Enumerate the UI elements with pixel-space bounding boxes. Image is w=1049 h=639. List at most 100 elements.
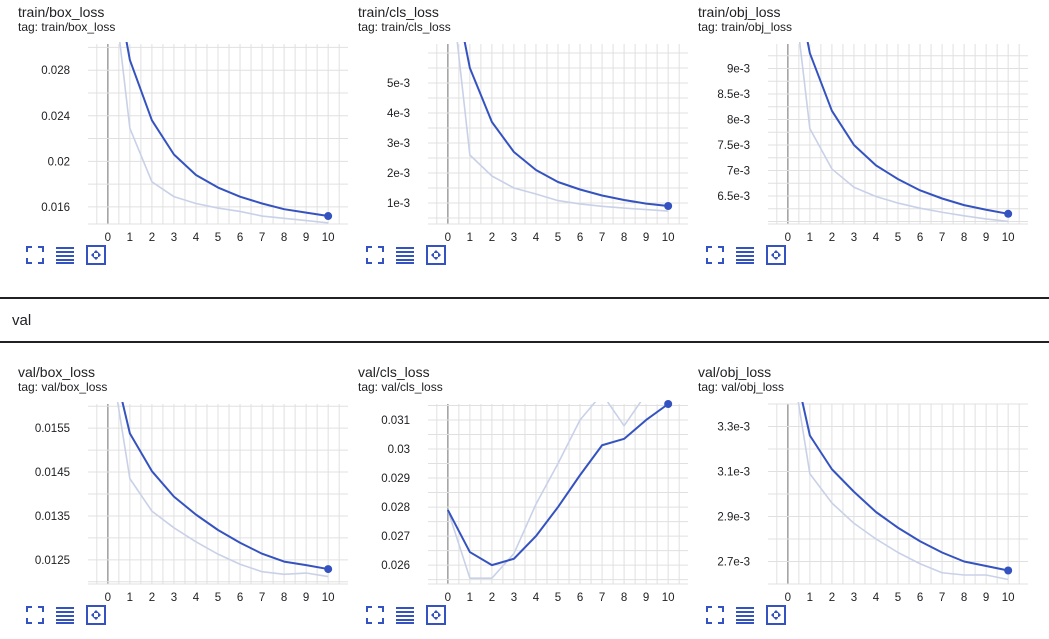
fit-domain-icon[interactable] bbox=[765, 604, 787, 626]
scalar-card: train/box_loss tag: train/box_loss 0.016 0.… bbox=[0, 0, 348, 278]
last-point-marker[interactable] bbox=[324, 212, 333, 221]
chart-title: val/obj_loss bbox=[698, 364, 772, 380]
expand-icon[interactable] bbox=[704, 604, 726, 626]
raw-series-line[interactable] bbox=[788, 360, 1009, 581]
y-tick-label: 0.024 bbox=[41, 111, 70, 123]
x-tick-label: 2 bbox=[149, 592, 155, 604]
x-tick-label: 9 bbox=[983, 232, 989, 244]
y-tick-label: 0.031 bbox=[381, 415, 410, 427]
log-scale-icon[interactable] bbox=[54, 604, 76, 626]
x-tick-label: 10 bbox=[1002, 232, 1015, 244]
y-tick-label: 0.0155 bbox=[35, 423, 70, 435]
card-toolbar bbox=[364, 244, 464, 268]
expand-icon[interactable] bbox=[364, 604, 386, 626]
raw-series-line[interactable] bbox=[447, 365, 668, 579]
raw-series-line[interactable] bbox=[108, 0, 329, 224]
last-point-marker[interactable] bbox=[324, 565, 333, 574]
x-tick-label: 4 bbox=[873, 592, 880, 604]
x-tick-label: 6 bbox=[237, 232, 243, 244]
log-scale-icon[interactable] bbox=[734, 244, 756, 266]
x-tick-label: 8 bbox=[281, 232, 287, 244]
y-tick-label: 9e-3 bbox=[727, 63, 750, 75]
x-tick-label: 5 bbox=[555, 592, 561, 604]
x-tick-label: 2 bbox=[829, 592, 835, 604]
x-tick-label: 2 bbox=[149, 232, 155, 244]
smoothed-series-line[interactable] bbox=[108, 360, 329, 571]
y-tick-label: 3.1e-3 bbox=[717, 467, 750, 479]
smoothed-series-line[interactable] bbox=[108, 0, 329, 218]
x-tick-label: 8 bbox=[621, 592, 627, 604]
y-tick-label: 7e-3 bbox=[727, 165, 750, 177]
x-tick-label: 7 bbox=[939, 592, 945, 604]
x-tick-label: 3 bbox=[511, 232, 517, 244]
scalar-card: val/box_loss tag: val/box_loss 0.0125 0.013… bbox=[0, 360, 348, 638]
line-chart[interactable]: 0.016 0.02 0.024 0.028 0 1 2 3 4 5 6 7 8 9 10 bbox=[0, 0, 352, 244]
group-divider-bottom bbox=[0, 341, 1049, 343]
fit-domain-icon[interactable] bbox=[765, 244, 787, 266]
y-tick-label: 2.7e-3 bbox=[717, 557, 750, 569]
line-chart[interactable]: 2.7e-3 2.9e-3 3.1e-3 3.3e-3 0 1 2 3 4 5 6 7 8 9 10 bbox=[680, 360, 1032, 604]
last-point-marker[interactable] bbox=[1004, 209, 1013, 218]
log-scale-icon[interactable] bbox=[734, 604, 756, 626]
log-scale-icon[interactable] bbox=[394, 604, 416, 626]
x-tick-label: 0 bbox=[105, 232, 111, 244]
x-tick-label: 6 bbox=[917, 232, 923, 244]
last-point-marker[interactable] bbox=[664, 400, 673, 408]
chart-tag: tag: val/obj_loss bbox=[698, 380, 785, 394]
x-tick-label: 2 bbox=[489, 232, 495, 244]
line-chart[interactable]: 0.0125 0.0135 0.0145 0.0155 0 1 2 3 4 5 6 7 8 9 10 bbox=[0, 360, 352, 604]
x-tick-label: 6 bbox=[917, 592, 923, 604]
chart-tag: tag: train/box_loss bbox=[18, 20, 116, 34]
last-point-marker[interactable] bbox=[1004, 566, 1013, 575]
expand-icon[interactable] bbox=[364, 244, 386, 266]
x-tick-label: 0 bbox=[445, 592, 451, 604]
line-chart[interactable]: 6.5e-3 7e-3 7.5e-3 8e-3 8.5e-3 9e-3 0 1 2 3 4 5 6 7 8 9… bbox=[680, 0, 1032, 244]
x-tick-label: 1 bbox=[127, 592, 133, 604]
raw-series-line[interactable] bbox=[788, 0, 1009, 223]
line-chart[interactable]: 0.026 0.027 0.028 0.029 0.03 0.031 0 1 2 3 4 5 6 7 8 9 1… bbox=[340, 360, 692, 604]
y-tick-label: 0.02 bbox=[48, 156, 70, 168]
expand-icon[interactable] bbox=[704, 244, 726, 266]
y-tick-label: 2e-3 bbox=[387, 168, 410, 180]
card-toolbar bbox=[704, 604, 804, 628]
raw-series-line[interactable] bbox=[448, 0, 669, 212]
scalar-card: val/cls_loss tag: val/cls_loss 0.026 0.027 0… bbox=[340, 360, 688, 638]
x-tick-label: 8 bbox=[961, 592, 967, 604]
x-tick-label: 1 bbox=[807, 592, 813, 604]
log-scale-icon[interactable] bbox=[394, 244, 416, 266]
fit-domain-icon[interactable] bbox=[425, 244, 447, 266]
smoothed-series-line[interactable] bbox=[448, 0, 669, 207]
smoothed-series-line[interactable] bbox=[446, 403, 669, 567]
chart-title: val/box_loss bbox=[18, 364, 96, 380]
last-point-marker[interactable] bbox=[664, 202, 673, 210]
x-tick-label: 9 bbox=[983, 592, 989, 604]
y-tick-label: 0.016 bbox=[41, 202, 70, 214]
y-tick-label: 8.5e-3 bbox=[717, 89, 750, 101]
chart-tag: tag: train/cls_loss bbox=[358, 20, 451, 34]
y-tick-label: 0.028 bbox=[41, 65, 70, 77]
y-tick-label: 0.03 bbox=[388, 444, 410, 456]
fit-domain-icon[interactable] bbox=[85, 604, 107, 626]
fit-domain-icon[interactable] bbox=[425, 604, 447, 626]
expand-icon[interactable] bbox=[24, 604, 46, 626]
scalar-card: train/cls_loss tag: train/cls_loss 1e-3 2e-… bbox=[340, 0, 688, 278]
fit-domain-icon[interactable] bbox=[85, 244, 107, 266]
x-tick-label: 5 bbox=[215, 592, 221, 604]
expand-icon[interactable] bbox=[24, 244, 46, 266]
x-tick-label: 1 bbox=[807, 232, 813, 244]
x-tick-label: 4 bbox=[873, 232, 880, 244]
raw-series-line[interactable] bbox=[108, 360, 329, 578]
x-tick-label: 4 bbox=[533, 592, 540, 604]
x-tick-label: 1 bbox=[467, 232, 473, 244]
smoothed-series-line[interactable] bbox=[788, 0, 1009, 215]
y-tick-label: 7.5e-3 bbox=[717, 140, 750, 152]
x-tick-label: 8 bbox=[281, 592, 287, 604]
y-tick-label: 3.3e-3 bbox=[717, 422, 750, 434]
y-tick-label: 3e-3 bbox=[387, 138, 410, 150]
x-tick-label: 8 bbox=[961, 232, 967, 244]
smoothed-series-line[interactable] bbox=[788, 360, 1009, 572]
line-chart[interactable]: 1e-3 2e-3 3e-3 4e-3 5e-3 0 1 2 3 4 5 6 7 8 9 10 bbox=[340, 0, 692, 244]
y-tick-label: 6.5e-3 bbox=[717, 191, 750, 203]
y-tick-label: 5e-3 bbox=[387, 78, 410, 90]
log-scale-icon[interactable] bbox=[54, 244, 76, 266]
